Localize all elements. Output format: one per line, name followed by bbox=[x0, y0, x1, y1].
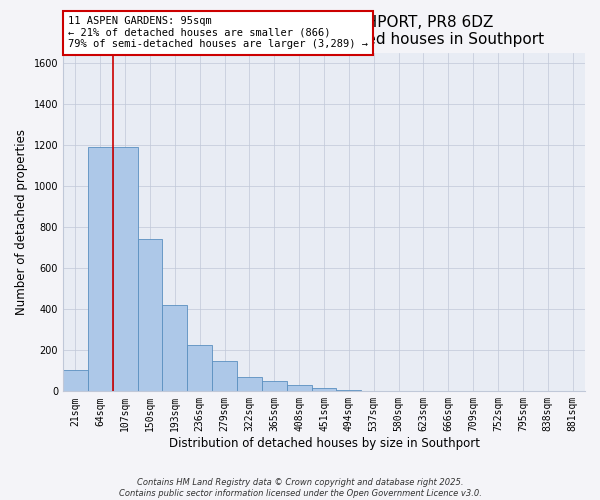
Bar bbox=[88, 146, 113, 392]
Y-axis label: Number of detached properties: Number of detached properties bbox=[15, 129, 28, 315]
X-axis label: Distribution of detached houses by size in Southport: Distribution of detached houses by size … bbox=[169, 437, 479, 450]
Bar bbox=[63, 370, 88, 392]
Bar bbox=[187, 345, 212, 392]
Bar bbox=[163, 305, 187, 392]
Bar bbox=[262, 381, 287, 392]
Bar bbox=[311, 388, 337, 392]
Text: Contains HM Land Registry data © Crown copyright and database right 2025.
Contai: Contains HM Land Registry data © Crown c… bbox=[119, 478, 481, 498]
Bar bbox=[113, 146, 137, 392]
Bar bbox=[137, 240, 163, 392]
Bar bbox=[287, 385, 311, 392]
Bar bbox=[237, 377, 262, 392]
Bar bbox=[212, 360, 237, 392]
Title: 11, ASPEN GARDENS, SOUTHPORT, PR8 6DZ
Size of property relative to detached hous: 11, ASPEN GARDENS, SOUTHPORT, PR8 6DZ Si… bbox=[104, 15, 544, 48]
Bar bbox=[337, 390, 361, 392]
Text: 11 ASPEN GARDENS: 95sqm
← 21% of detached houses are smaller (866)
79% of semi-d: 11 ASPEN GARDENS: 95sqm ← 21% of detache… bbox=[68, 16, 368, 50]
